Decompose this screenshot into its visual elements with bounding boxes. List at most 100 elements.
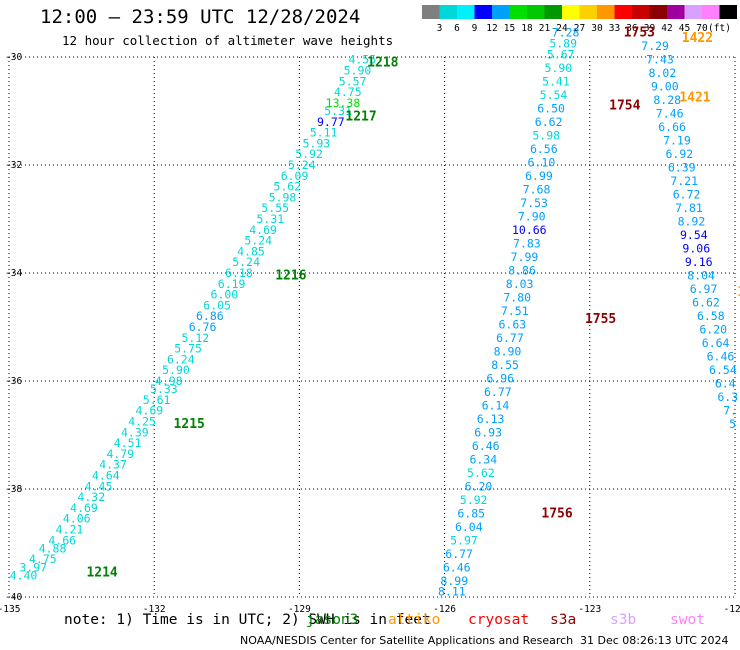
wave-height-value: 6.04 bbox=[455, 520, 483, 534]
wave-height-value: 6.72 bbox=[673, 188, 701, 202]
wave-height-value: 6.58 bbox=[697, 309, 725, 323]
wave-height-value: 8.02 bbox=[649, 66, 677, 80]
wave-height-value: 6.77 bbox=[484, 385, 512, 399]
wave-height-value: 6.66 bbox=[658, 120, 686, 134]
wave-height-value: 7.90 bbox=[518, 209, 546, 223]
wave-height-value: 6.97 bbox=[690, 282, 718, 296]
wave-height-value: 4.21 bbox=[56, 523, 84, 537]
wave-height-value: 5.97 bbox=[450, 533, 478, 547]
wave-height-value: 6.10 bbox=[528, 155, 556, 169]
wave-height-value: 6.62 bbox=[535, 115, 563, 129]
colorbar-swatch bbox=[509, 5, 527, 19]
colorbar-label: 9 bbox=[472, 23, 478, 33]
legend-item-swot: swot bbox=[670, 612, 705, 628]
wave-height-value: 7.68 bbox=[523, 182, 551, 196]
colorbar-swatch bbox=[562, 5, 580, 19]
wave-height-value: 6.64 bbox=[702, 336, 730, 350]
wave-height-value: 8.28 bbox=[653, 93, 681, 107]
wave-height-value: 4.69 bbox=[136, 404, 164, 418]
wave-height-value: 5.24 bbox=[232, 255, 260, 269]
wave-height-value: 5.11 bbox=[310, 126, 338, 140]
wave-height-value: 5.62 bbox=[273, 180, 301, 194]
legend-item-cryosat: cryosat bbox=[468, 612, 530, 628]
wave-height-value: 6.77 bbox=[445, 547, 473, 561]
pass-time-label: 1755 bbox=[585, 312, 616, 327]
wave-height-value: 5.54 bbox=[540, 88, 568, 102]
wave-height-value: 7.53 bbox=[520, 196, 548, 210]
colorbar-label: 36 bbox=[626, 23, 638, 33]
wave-height-value: 5.55 bbox=[261, 201, 289, 215]
wave-height-value: 5.89 bbox=[549, 37, 577, 51]
wave-height-value: 4.66 bbox=[48, 533, 76, 547]
colorbar-swatch bbox=[719, 5, 737, 19]
wave-height-value: 5.12 bbox=[181, 331, 209, 345]
wave-height-value: 6.56 bbox=[530, 142, 558, 156]
grid bbox=[8, 56, 736, 598]
tick-labels: -135 -132 -129 -126 -123 -120 -30 -32 -34 -36 -38 -… bbox=[0, 52, 740, 615]
wave-height-value: 7.19 bbox=[663, 134, 691, 148]
wave-height-value: 5.90 bbox=[344, 64, 372, 78]
wave-height-value: 6.24 bbox=[167, 352, 195, 366]
colorbar-label: 42 bbox=[661, 23, 672, 33]
wave-height-value: 6.19 bbox=[218, 277, 246, 291]
wave-height-value: 4.51 bbox=[114, 436, 142, 450]
wave-height-value: 6.13 bbox=[477, 412, 505, 426]
wave-height-value: 8.99 bbox=[440, 574, 468, 588]
y-tick-label: -38 bbox=[5, 484, 22, 495]
wave-height-value: 6.20 bbox=[699, 323, 727, 337]
wave-height-value: 4.55 bbox=[348, 53, 376, 67]
colorbar-swatch bbox=[527, 5, 545, 19]
x-tick-label: -126 bbox=[433, 604, 456, 615]
chart-subtitle: 12 hour collection of altimeter wave hei… bbox=[62, 33, 394, 48]
wave-height-value: 9.06 bbox=[682, 242, 710, 256]
colorbar-swatch bbox=[422, 5, 440, 19]
wave-height-value: 13.38 bbox=[326, 96, 361, 110]
wave-height-value: 6.18 bbox=[225, 266, 253, 280]
wave-height-value: 6.09 bbox=[281, 169, 309, 183]
wave-height-value: 9.54 bbox=[680, 228, 708, 242]
wave-height-value: 5.67 bbox=[547, 47, 575, 61]
colorbar-label: 39 bbox=[644, 23, 656, 33]
colorbar-label: 3 bbox=[437, 23, 443, 33]
wave-height-value: 5.41 bbox=[542, 74, 570, 88]
colorbar-label: 6 bbox=[454, 23, 460, 33]
x-tick-label: -123 bbox=[578, 604, 601, 615]
wave-height-value: 4.88 bbox=[39, 541, 67, 555]
wave-height-value: 4.69 bbox=[249, 223, 277, 237]
wave-height-value: 5.61 bbox=[143, 393, 171, 407]
x-tick-label: -120 bbox=[724, 604, 740, 615]
colorbar-swatch bbox=[649, 5, 667, 19]
wave-height-value: 6.14 bbox=[482, 398, 510, 412]
colorbar-label: 12 bbox=[486, 23, 497, 33]
colorbar-swatch bbox=[684, 5, 702, 19]
colorbar-label: 27 bbox=[574, 23, 585, 33]
wave-height-value: 6.63 bbox=[499, 317, 527, 331]
wave-height-value: 7.99 bbox=[511, 250, 539, 264]
colorbar-label: 30 bbox=[591, 23, 603, 33]
wave-height-value: 8.03 bbox=[506, 277, 534, 291]
color-scale-legend: 3 6 9 12 15 18 21 24 27 30 33 36 39 42 45 70 (ft) bbox=[422, 5, 737, 33]
wave-height-value: 4.45 bbox=[85, 479, 113, 493]
wave-height-value: 10.66 bbox=[512, 223, 547, 237]
satellite-track: 8.118.996.466.775.976.046.855.926.205.62… bbox=[438, 26, 655, 599]
colorbar-label: 45 bbox=[679, 23, 690, 33]
wave-height-value: 4.40 bbox=[10, 568, 38, 582]
wave-height-value: 5.93 bbox=[302, 136, 330, 150]
pass-time-label: 1214 bbox=[86, 566, 117, 581]
colorbar-swatch bbox=[597, 5, 615, 19]
colorbar-swatch bbox=[667, 5, 685, 19]
wave-height-value: 6.96 bbox=[486, 371, 514, 385]
wave-height-value: 6.93 bbox=[474, 425, 502, 439]
pass-time-label: 1421 bbox=[679, 91, 710, 106]
colorbar-swatch bbox=[492, 5, 510, 19]
colorbar-swatch bbox=[614, 5, 632, 19]
colorbar-label: (ft) bbox=[708, 23, 731, 33]
colorbar-swatch bbox=[579, 5, 597, 19]
wave-height-value: 7. bbox=[723, 404, 737, 418]
wave-height-value: 8.86 bbox=[508, 263, 536, 277]
legend-item-altiko: altiko bbox=[388, 612, 441, 628]
wave-height-value: 5.75 bbox=[174, 342, 202, 356]
x-tick-label: -135 bbox=[0, 604, 20, 615]
credit-line: NOAA/NESDIS Center for Satellite Applica… bbox=[240, 634, 574, 647]
wave-height-value: 5 bbox=[729, 417, 736, 431]
